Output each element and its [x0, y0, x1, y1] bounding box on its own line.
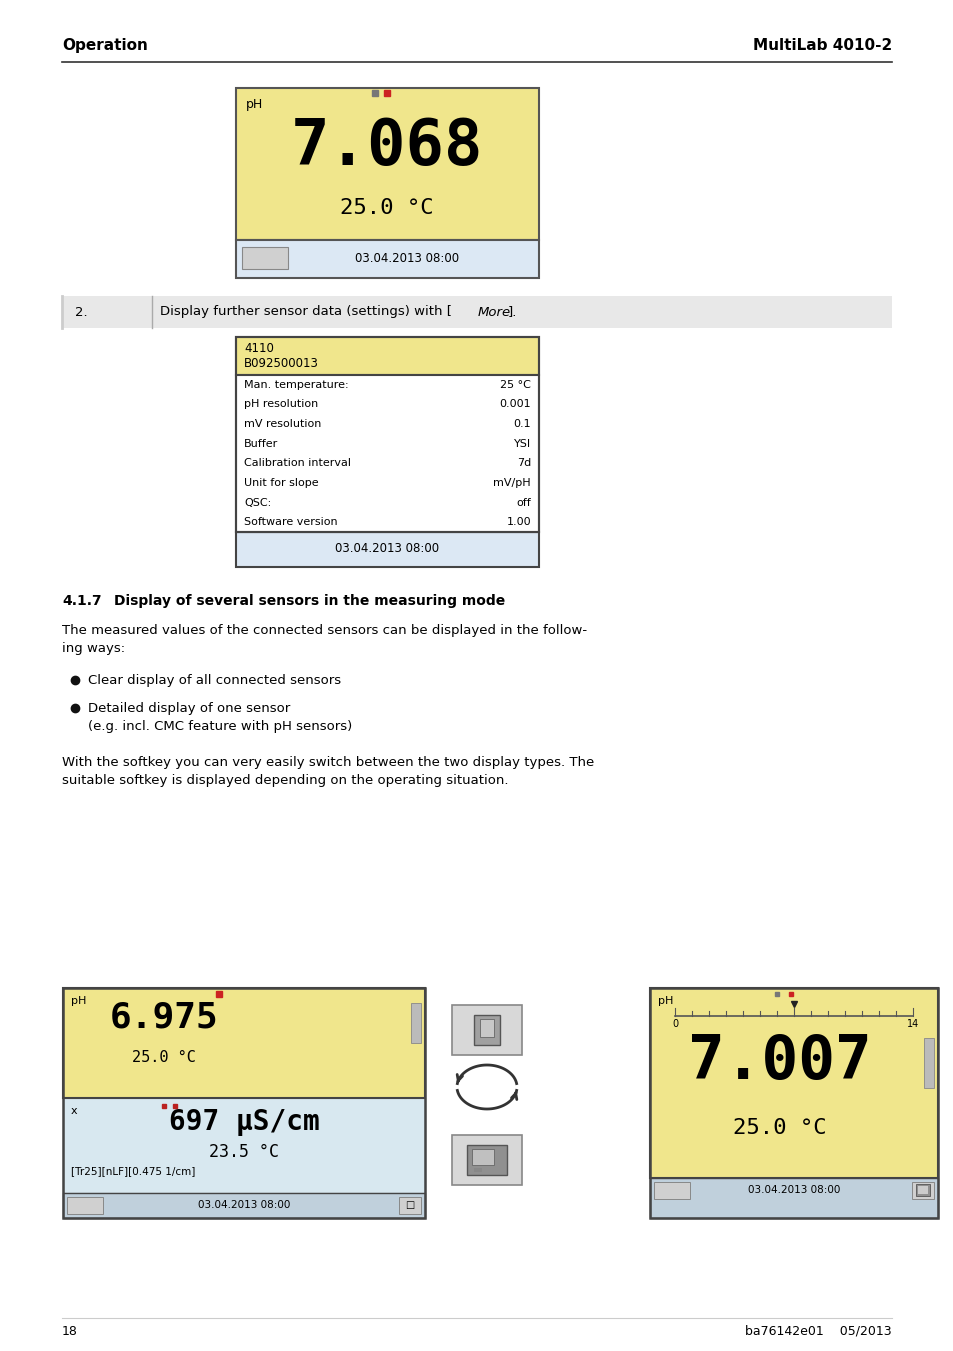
Text: 2.: 2.: [75, 305, 88, 319]
Text: x: x: [71, 1106, 77, 1116]
Bar: [411, 1002, 420, 1043]
Text: pH: pH: [658, 996, 673, 1006]
Text: 0.1: 0.1: [513, 419, 531, 430]
Bar: [235, 512, 538, 532]
Bar: [235, 336, 538, 376]
Bar: [235, 434, 538, 454]
Bar: [235, 88, 538, 240]
Bar: [479, 1019, 494, 1038]
Bar: [649, 1178, 937, 1219]
Text: 03.04.2013 08:00: 03.04.2013 08:00: [335, 543, 438, 555]
Text: 03.04.2013 08:00: 03.04.2013 08:00: [197, 1200, 290, 1210]
Bar: [398, 1197, 420, 1215]
Bar: [235, 532, 538, 567]
Bar: [915, 1183, 929, 1196]
Bar: [452, 1005, 521, 1055]
Text: Detailed display of one sensor: Detailed display of one sensor: [88, 703, 290, 715]
Text: YSI: YSI: [514, 439, 531, 449]
Text: pH: pH: [71, 996, 87, 1006]
Text: 23.5 °C: 23.5 °C: [209, 1143, 278, 1161]
Text: 14: 14: [906, 1019, 918, 1029]
Text: ba76142e01    05/2013: ba76142e01 05/2013: [744, 1325, 891, 1337]
Text: 6.975: 6.975: [110, 1000, 218, 1034]
Text: 0.001: 0.001: [498, 400, 531, 409]
Text: Calibration interval: Calibration interval: [244, 458, 351, 469]
Text: mV resolution: mV resolution: [244, 419, 321, 430]
Bar: [474, 1169, 481, 1173]
Text: Info: Info: [75, 1200, 94, 1210]
Bar: [235, 493, 538, 512]
Text: 25.0 °C: 25.0 °C: [732, 1119, 825, 1138]
Bar: [235, 376, 538, 532]
Bar: [911, 1182, 933, 1198]
Bar: [63, 1193, 424, 1219]
Text: Software version: Software version: [244, 517, 337, 527]
Text: □: □: [405, 1200, 415, 1210]
Text: 697 μS/cm: 697 μS/cm: [169, 1108, 319, 1136]
Text: Display of several sensors in the measuring mode: Display of several sensors in the measur…: [113, 594, 505, 608]
Bar: [235, 240, 538, 278]
Bar: [235, 473, 538, 493]
Bar: [235, 394, 538, 415]
Bar: [235, 376, 538, 394]
Text: 1.00: 1.00: [506, 517, 531, 527]
Bar: [235, 454, 538, 473]
Bar: [474, 1015, 499, 1046]
Text: 7d: 7d: [517, 458, 531, 469]
Text: 03.04.2013 08:00: 03.04.2013 08:00: [355, 251, 458, 265]
Bar: [649, 988, 937, 1178]
Text: mV/pH: mV/pH: [493, 478, 531, 488]
Text: 4.1.7: 4.1.7: [62, 594, 102, 608]
Text: Man. temperature:: Man. temperature:: [244, 380, 348, 390]
Text: Display further sensor data (settings) with [: Display further sensor data (settings) w…: [160, 305, 452, 319]
Text: MultiLab 4010-2: MultiLab 4010-2: [752, 38, 891, 53]
Bar: [472, 1148, 494, 1165]
Text: 7.068: 7.068: [291, 116, 483, 178]
Bar: [67, 1197, 103, 1215]
Bar: [452, 1135, 521, 1185]
Text: More: More: [251, 253, 278, 263]
Text: The measured values of the connected sensors can be displayed in the follow-: The measured values of the connected sen…: [62, 624, 586, 638]
Text: Buffer: Buffer: [244, 439, 278, 449]
Bar: [235, 415, 538, 434]
Bar: [923, 1038, 933, 1088]
Text: Info: Info: [662, 1185, 680, 1196]
Text: 18: 18: [62, 1325, 78, 1337]
Text: Operation: Operation: [62, 38, 148, 53]
Text: 25.0 °C: 25.0 °C: [340, 199, 434, 218]
Text: 7.007: 7.007: [687, 1034, 870, 1092]
Text: suitable softkey is displayed depending on the operating situation.: suitable softkey is displayed depending …: [62, 774, 508, 788]
Bar: [649, 988, 937, 1219]
Text: ].: ].: [507, 305, 517, 319]
Bar: [63, 988, 424, 1219]
Bar: [63, 988, 424, 1098]
Text: 03.04.2013 08:00: 03.04.2013 08:00: [747, 1185, 840, 1196]
Text: off: off: [516, 497, 531, 508]
Bar: [467, 1146, 506, 1175]
Bar: [62, 296, 891, 328]
Text: Unit for slope: Unit for slope: [244, 478, 318, 488]
Text: More: More: [477, 305, 511, 319]
Text: QSC:: QSC:: [244, 497, 271, 508]
Text: 4110: 4110: [244, 342, 274, 355]
Text: B092500013: B092500013: [244, 357, 318, 370]
Text: (e.g. incl. CMC feature with pH sensors): (e.g. incl. CMC feature with pH sensors): [88, 720, 352, 734]
Bar: [235, 336, 538, 532]
Text: pH resolution: pH resolution: [244, 400, 318, 409]
Text: Clear display of all connected sensors: Clear display of all connected sensors: [88, 674, 341, 688]
Text: 25 °C: 25 °C: [499, 380, 531, 390]
Text: ing ways:: ing ways:: [62, 642, 125, 655]
Bar: [63, 1098, 424, 1193]
Bar: [917, 1186, 927, 1194]
Text: With the softkey you can very easily switch between the two display types. The: With the softkey you can very easily swi…: [62, 757, 594, 769]
Bar: [242, 247, 288, 269]
Text: [Tr25][nLF][0.475 1/cm]: [Tr25][nLF][0.475 1/cm]: [71, 1166, 195, 1175]
Text: 25.0 °C: 25.0 °C: [132, 1050, 196, 1065]
Text: pH: pH: [246, 99, 263, 111]
Bar: [654, 1182, 689, 1198]
Text: 0: 0: [671, 1019, 678, 1029]
